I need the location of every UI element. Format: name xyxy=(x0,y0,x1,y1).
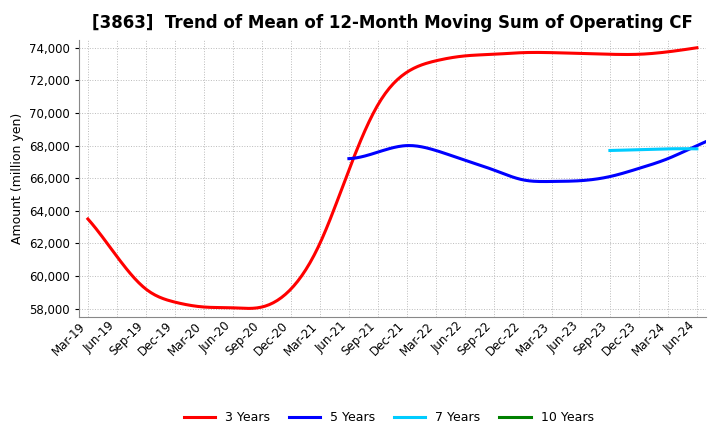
Title: [3863]  Trend of Mean of 12-Month Moving Sum of Operating CF: [3863] Trend of Mean of 12-Month Moving … xyxy=(92,15,693,33)
Y-axis label: Amount (million yen): Amount (million yen) xyxy=(11,113,24,244)
Legend: 3 Years, 5 Years, 7 Years, 10 Years: 3 Years, 5 Years, 7 Years, 10 Years xyxy=(179,407,598,429)
